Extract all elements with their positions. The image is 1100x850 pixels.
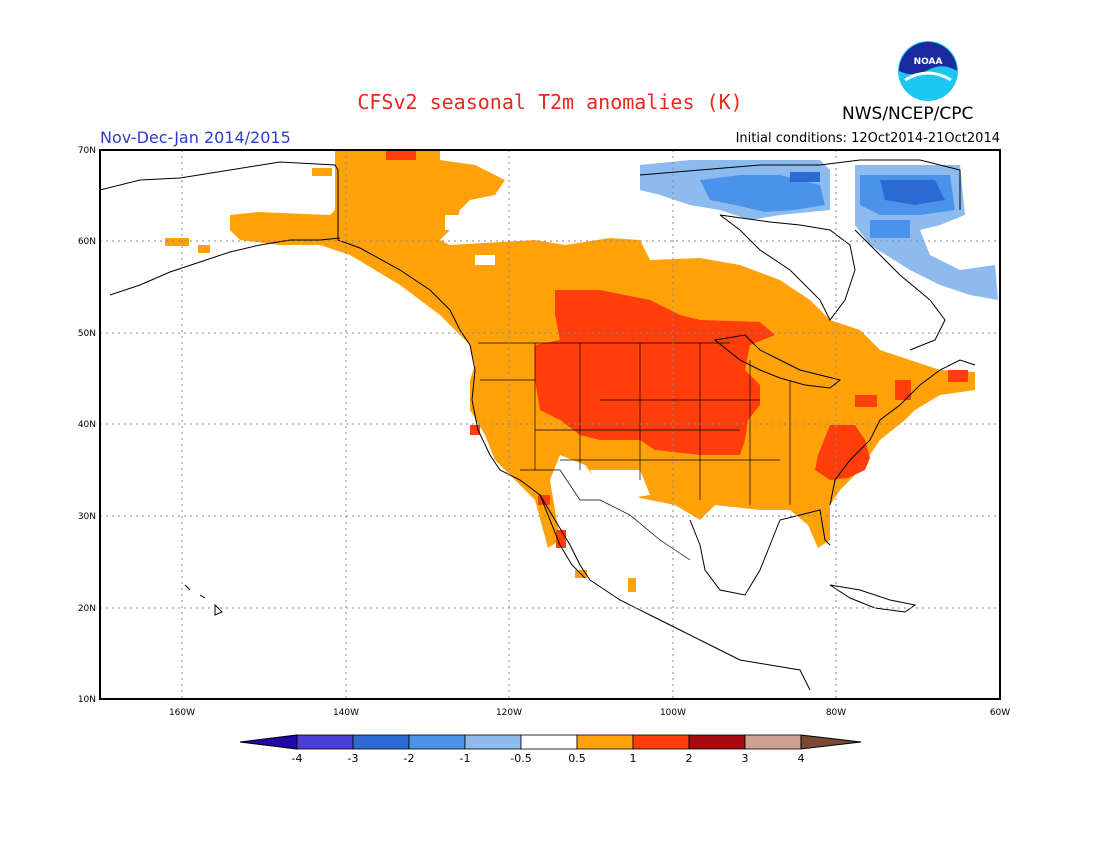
moderate-warm-patch	[855, 395, 877, 407]
state-lines	[480, 343, 791, 505]
lon-label: 100W	[660, 708, 686, 718]
hawaii	[184, 584, 223, 616]
colorbar-tick-label: -3	[348, 752, 359, 765]
colorbar-swatch	[520, 734, 578, 750]
strong-cold-region	[880, 180, 945, 205]
neutral-patch	[590, 470, 650, 498]
map-title: CFSv2 seasonal T2m anomalies (K)	[357, 90, 743, 114]
colorbar-arrow-left	[239, 734, 298, 750]
colorbar-tick-label: 1	[630, 752, 637, 765]
neutral-patch	[445, 215, 475, 230]
warm-patch	[396, 177, 406, 185]
warm-patch	[198, 245, 210, 253]
colorbar-swatch	[576, 734, 634, 750]
coastlines	[99, 159, 976, 691]
lat-label: 50N	[78, 329, 96, 339]
neutral-patch	[475, 255, 495, 265]
moderate-warm-patch	[470, 425, 480, 435]
colorbar-swatch	[352, 734, 410, 750]
lat-label: 60N	[78, 237, 96, 247]
moderate-warm-patch	[386, 150, 416, 160]
colorbar-swatch	[408, 734, 466, 750]
pacific-coast	[469, 344, 591, 581]
gridlines	[100, 150, 1000, 699]
warm-patch	[165, 238, 189, 246]
moderate-cold-region	[700, 175, 825, 212]
colorbar-tick-label: 4	[798, 752, 805, 765]
colorbar-swatch	[688, 734, 746, 750]
warm-patch	[312, 168, 332, 176]
alaska-south-coast	[109, 237, 341, 296]
agency-label: NWS/NCEP/CPC	[842, 104, 974, 124]
moderate-warm-region	[535, 290, 775, 455]
colorbar: -4 -3 -2 -1 -0.5 0.5 1 2 3 4	[239, 734, 862, 765]
initial-conditions: Initial conditions: 12Oct2014-21Oct2014	[735, 131, 1000, 146]
lon-label: 120W	[496, 708, 522, 718]
colorbar-tick-label: -1	[460, 752, 471, 765]
atlantic-coast	[829, 359, 976, 506]
moderate-warm-patch	[556, 530, 566, 548]
colorbar-tick-label: 3	[742, 752, 749, 765]
colorbar-tick-label: 0.5	[568, 752, 586, 765]
arctic-islands	[639, 159, 961, 210]
moderate-warm-patch	[948, 370, 968, 382]
baja-peninsula	[539, 494, 586, 579]
colorbar-tick-label: 2	[686, 752, 693, 765]
noaa-logo-icon: NOAA	[898, 41, 958, 101]
lat-label: 20N	[78, 604, 96, 614]
lon-label: 60W	[990, 708, 1010, 718]
colorbar-swatch	[632, 734, 690, 750]
moderate-warm-patch	[538, 495, 550, 505]
lon-label: 160W	[169, 708, 195, 718]
lat-label: 40N	[78, 420, 96, 430]
colorbar-swatch	[464, 734, 522, 750]
warm-patch	[628, 578, 636, 592]
colorbar-arrow-right	[800, 734, 862, 750]
strong-cold-patch	[790, 172, 820, 182]
lon-label: 80W	[826, 708, 846, 718]
colorbar-swatch	[744, 734, 802, 750]
forecast-period: Nov-Dec-Jan 2014/2015	[100, 128, 291, 147]
lat-label: 70N	[78, 146, 96, 156]
noaa-logo-text: NOAA	[914, 57, 943, 67]
great-lakes	[713, 334, 842, 389]
mexico-coast	[589, 579, 811, 691]
us-mexico-border	[520, 469, 691, 561]
anomaly-shading	[165, 150, 998, 592]
colorbar-tick-label: -4	[292, 752, 303, 765]
colorbar-tick-label: -2	[404, 752, 415, 765]
gulf-coast	[689, 509, 831, 596]
lat-label: 30N	[78, 512, 96, 522]
colorbar-tick-label: -0.5	[510, 752, 531, 765]
lat-label: 10N	[78, 695, 96, 705]
moderate-warm-patch	[895, 380, 911, 400]
lon-label: 140W	[333, 708, 359, 718]
moderate-warm-region	[815, 425, 870, 480]
hudson-bay	[719, 214, 856, 321]
state-borders	[478, 342, 791, 561]
warm-patch	[340, 168, 360, 176]
moderate-cold-patch	[870, 220, 910, 238]
plot-frame	[99, 149, 1001, 700]
colorbar-swatch	[296, 734, 354, 750]
alaska-coast	[99, 161, 471, 346]
labrador-coast	[854, 229, 946, 351]
